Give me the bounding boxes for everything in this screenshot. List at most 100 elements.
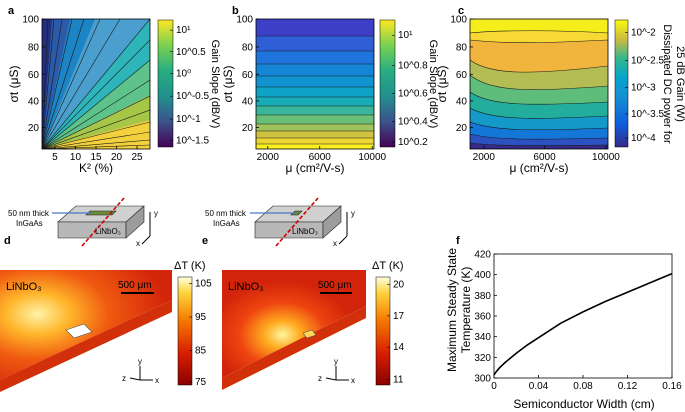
panel-a-colorbar <box>157 19 174 148</box>
axis-z-label: z <box>318 374 322 383</box>
panel-a-colorbar-ticks: 10¹ 10^0.5 10⁰ 10^-0.5 10^-1 10^-1.5 <box>170 25 209 147</box>
contour-band <box>256 87 374 97</box>
panel-e-thermal-map <box>222 270 366 378</box>
colorbar-tick-label: 10^0.6 <box>398 89 428 100</box>
panel-e-colorbar-ticks: 20 17 14 11 <box>387 280 405 386</box>
panel-e-scalebar-label: 500 μm <box>318 280 352 291</box>
colorbar-tick-label: 75 <box>195 377 207 388</box>
y-tick-label: 300 <box>474 374 491 385</box>
y-tick-label: 80 <box>28 42 40 53</box>
panel-d-device-schematic: LiNbO₃ y x <box>52 197 158 248</box>
panel-c-colorbar-label-1: Dissipated DC power for <box>661 24 673 144</box>
colorbar-tick-label: 10⁰ <box>176 68 191 79</box>
colorbar-tick-label: 10^-3.5 <box>631 109 664 120</box>
colorbar-tick-label: 10^-1 <box>176 114 201 125</box>
panel-d-colorbar <box>177 276 193 386</box>
colorbar-tick-label: 10^-3 <box>631 82 656 93</box>
colorbar-tick-label: 105 <box>195 278 212 289</box>
ingaas-film <box>290 210 303 216</box>
x-tick-label: 5 <box>52 152 58 163</box>
y-tick-label: 400 <box>474 270 491 281</box>
contour-lines <box>470 30 608 146</box>
y-tick-label: 20 <box>28 123 40 134</box>
panel-a-contour <box>42 19 150 149</box>
contour-band <box>256 64 374 76</box>
panel-a-axes: 5 10 15 20 25 20 40 60 80 100 <box>22 15 143 164</box>
colorbar-tick-label: 95 <box>195 312 207 323</box>
axis-x-label: x <box>155 376 159 385</box>
panel-label-f: f <box>456 235 460 247</box>
axis-y-label: y <box>154 209 158 218</box>
contour-line <box>42 19 150 149</box>
contour-band <box>256 144 374 149</box>
panel-b-colorbar-ticks: 10¹ 10^0.8 10^0.6 10^0.4 10^0.2 <box>392 30 428 148</box>
panel-c-frame <box>469 18 609 150</box>
panel-e-film-outline <box>302 329 317 339</box>
colorbar-tick-label: 10^0.8 <box>398 61 428 72</box>
panel-b-axes: 2000 6000 10000 20 40 60 80 100 <box>236 15 386 164</box>
axis-y-label: y <box>334 357 338 366</box>
x-tick-label: 0 <box>491 381 497 392</box>
axis-x-label: x <box>333 239 337 248</box>
panel-f-xlabel: Semiconductor Width (cm) <box>513 397 654 411</box>
y-tick-label: 60 <box>28 70 40 81</box>
contour-line <box>42 109 150 149</box>
x-tick-label: 10 <box>70 152 82 163</box>
contour-band <box>256 51 374 64</box>
film-label-1: 50 nm thick <box>205 209 247 218</box>
axis-x-label: x <box>136 239 140 248</box>
axis-x-label: x <box>351 376 355 385</box>
y-tick-label: 40 <box>456 96 468 107</box>
y-tick-label: 20 <box>242 123 254 134</box>
colorbar-tick-label: 20 <box>393 280 405 291</box>
panel-c-xlabel: μ (cm²/V-s) <box>510 161 569 175</box>
x-tick-label: 10000 <box>592 152 620 163</box>
cut-line <box>81 197 125 247</box>
contour-band <box>256 97 374 106</box>
axis-y-label: y <box>138 357 142 366</box>
panel-f-ylabel-1: Maximum Steady State <box>445 248 459 372</box>
panel-b-colorbar-label: Gain Slope (dB/V) <box>427 40 439 129</box>
contour-band <box>42 19 95 149</box>
contour-band <box>256 106 374 115</box>
panel-f-plot: 0 0.04 0.08 0.12 0.16 300 320 340 360 380 400 420 <box>474 250 682 393</box>
colorbar-tick-label: 10^-2.5 <box>631 56 664 67</box>
panel-e-device-schematic: LiNbO₃ y x <box>250 197 355 248</box>
panel-d-axes-triad: y x z <box>122 357 159 385</box>
y-tick-label: 320 <box>474 353 491 364</box>
panel-e-map-label: LiNbO₃ <box>228 281 264 293</box>
panel-d-thermal-map <box>0 270 172 380</box>
x-tick-label: 2000 <box>473 152 496 163</box>
x-tick-label: 2000 <box>257 152 280 163</box>
contour-line <box>42 19 63 149</box>
contour-band <box>256 138 374 144</box>
y-tick-label: 60 <box>242 70 254 81</box>
y-tick-label: 420 <box>474 250 491 261</box>
colorbar-tick-label: 10^0.4 <box>398 117 428 128</box>
panel-d-substrate-edge <box>0 300 172 392</box>
x-tick-label: 0.16 <box>662 381 682 392</box>
substrate-label: LiNbO₃ <box>95 227 121 236</box>
panel-d-map-label: LiNbO₃ <box>6 281 42 293</box>
x-tick-label: 0.04 <box>529 381 549 392</box>
contour-band <box>42 120 150 149</box>
y-tick-label: 40 <box>28 96 40 107</box>
film-label-2: InGaAs <box>16 219 43 228</box>
substrate-label: LiNbO₃ <box>292 227 318 236</box>
contour-line <box>42 19 101 149</box>
x-tick-label: 0.08 <box>573 381 593 392</box>
colorbar-tick-label: 11 <box>393 375 404 386</box>
colorbar-tick-label: 10¹ <box>176 25 191 36</box>
axis-z-label: z <box>122 374 126 383</box>
panel-label-e: e <box>202 235 208 247</box>
panel-c-colorbar <box>614 19 629 148</box>
x-tick-label: 6000 <box>309 152 332 163</box>
panel-a-colorbar-label: Gain Slope (dB/V) <box>209 40 221 129</box>
panel-c-colorbar-label-2: 25 dB Gain (W) <box>674 46 685 122</box>
contour-line <box>42 121 150 149</box>
contour-band <box>256 19 374 36</box>
panel-b-frame <box>255 18 375 150</box>
panel-label-d: d <box>4 235 11 247</box>
panel-e-substrate-edge <box>222 306 366 390</box>
